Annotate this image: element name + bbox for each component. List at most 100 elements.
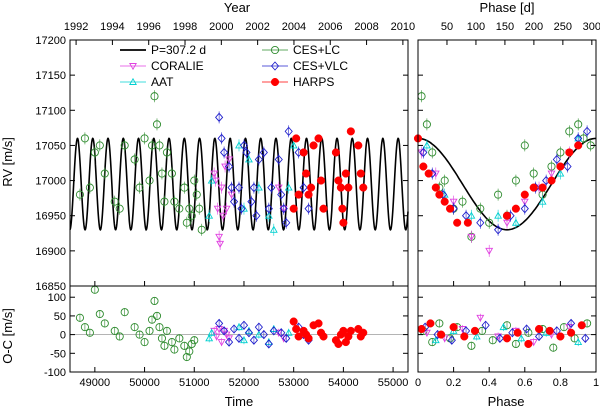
rv-phase-point-ces-lc bbox=[574, 120, 583, 129]
rv-time-series-aat bbox=[205, 139, 298, 236]
legend-label: CES+LC bbox=[293, 43, 340, 57]
phase-day-tick-label: 50 bbox=[441, 21, 453, 33]
legend-item-aat: AAT bbox=[120, 75, 174, 89]
phase-xtick-label: 0.8 bbox=[553, 377, 568, 389]
rv-phase-series-aat bbox=[422, 132, 583, 229]
rv-time-point-ces-vlc bbox=[274, 154, 283, 165]
legend: P=307.2 d CORALIE AAT CES+LC CES+VLC HARPS bbox=[120, 43, 348, 89]
rv-time-point-harps bbox=[341, 169, 350, 178]
oc-time-point-ces-vlc bbox=[219, 326, 229, 336]
rv-phase-point-harps bbox=[453, 218, 462, 227]
year-tick-label: 1992 bbox=[64, 21, 88, 33]
rv-time-point-ces-lc bbox=[187, 211, 196, 220]
oc-time-point-ces-lc bbox=[160, 341, 169, 350]
rv-time-point-harps bbox=[359, 183, 368, 192]
rv-time-point-ces-lc bbox=[175, 204, 184, 213]
oc-time-point-ces-lc bbox=[150, 296, 159, 306]
oc-phase-point-harps bbox=[460, 332, 469, 341]
rv-time-point-ces-vlc bbox=[237, 204, 246, 214]
oc-time-point-coralie bbox=[225, 335, 234, 343]
legend-label: HARPS bbox=[293, 75, 334, 89]
rv-time-point-ces-lc bbox=[190, 176, 199, 185]
rv-phase-point-ces-vlc bbox=[563, 161, 572, 172]
rv-time-point-ces-lc bbox=[197, 225, 206, 234]
rv-phase-point-ces-lc bbox=[476, 204, 485, 213]
time-xtick-label: 52000 bbox=[229, 377, 260, 389]
rv-phase-point-ces-lc bbox=[556, 148, 565, 157]
rv-phase-point-harps bbox=[565, 148, 574, 157]
xlabel-time: Time bbox=[225, 394, 253, 409]
year-tick-label: 2008 bbox=[354, 21, 378, 33]
oc-time-point-ces-lc bbox=[130, 323, 139, 332]
legend-swatch-marker bbox=[129, 77, 137, 85]
rv-time-point-ces-vlc bbox=[219, 147, 229, 158]
oc-phase-point-harps bbox=[577, 321, 586, 330]
rv-phase-point-coralie bbox=[467, 233, 476, 241]
rv-time-point-ces-lc bbox=[162, 148, 171, 157]
year-tick-label: 1998 bbox=[173, 21, 197, 33]
rv-phase-point-ces-lc bbox=[511, 176, 520, 185]
rv-time-point-harps bbox=[334, 176, 343, 185]
rv-time-point-aat bbox=[284, 183, 293, 191]
rv-phase-point-harps bbox=[574, 141, 583, 150]
legend-item-p-307-2-d: P=307.2 d bbox=[120, 43, 206, 57]
oc-time-frame bbox=[69, 285, 409, 373]
phase-xtick-label: 0 bbox=[415, 377, 421, 389]
rv-phase-point-ces-lc bbox=[520, 141, 529, 150]
oc-time-point-ces-vlc bbox=[239, 320, 249, 330]
oc-time-point-ces-lc bbox=[100, 319, 109, 328]
rv-phase-point-ces-lc bbox=[485, 218, 494, 227]
rv-time-point-ces-vlc bbox=[224, 161, 234, 172]
year-tick-label: 2002 bbox=[245, 21, 269, 33]
oc-phase-point-ces-vlc bbox=[495, 333, 504, 344]
oc-phase-point-harps bbox=[556, 332, 565, 341]
rv-time-point-ces-lc bbox=[192, 190, 201, 199]
rv-ytick-label: 17050 bbox=[35, 140, 66, 152]
rv-phase-point-ces-lc bbox=[565, 127, 574, 136]
rv-phase-point-coralie bbox=[485, 247, 494, 255]
rv-phase-point-harps bbox=[419, 162, 428, 171]
oc-phase-point-coralie bbox=[476, 314, 485, 322]
oc-time-point-ces-lc bbox=[85, 328, 94, 337]
rv-ytick-label: 17000 bbox=[35, 176, 66, 188]
year-tick-label: 2006 bbox=[318, 21, 342, 33]
oc-ytick-label: 50 bbox=[54, 311, 66, 323]
oc-phase-point-aat bbox=[499, 323, 508, 331]
oc-time-point-harps bbox=[359, 328, 368, 337]
rv-phase-point-ces-vlc bbox=[583, 126, 592, 137]
rv-time-point-aat bbox=[264, 211, 273, 219]
legend-swatch-marker bbox=[270, 77, 280, 87]
rv-time-point-harps bbox=[354, 141, 363, 150]
rv-time-point-ces-lc bbox=[185, 204, 194, 213]
oc-time-point-ces-vlc bbox=[244, 328, 254, 338]
oc-phase-point-ces-lc bbox=[435, 319, 444, 328]
rv-phase-point-ces-vlc bbox=[552, 154, 561, 165]
rv-time-point-ces-lc bbox=[100, 169, 109, 178]
rv-time-point-ces-lc bbox=[195, 204, 204, 213]
rv-time-point-harps bbox=[319, 204, 328, 213]
oc-time-point-ces-lc bbox=[167, 338, 176, 347]
rv-ytick-label: 17200 bbox=[35, 35, 66, 47]
legend-item-ces-lc: CES+LC bbox=[262, 43, 340, 57]
phase-day-tick-label: 200 bbox=[525, 21, 543, 33]
rv-time-point-ces-vlc bbox=[239, 140, 249, 151]
rv-phase-point-harps bbox=[511, 204, 520, 213]
oc-time-point-ces-vlc bbox=[264, 339, 273, 349]
rv-time-point-ces-vlc bbox=[279, 204, 288, 214]
rv-time-point-ces-vlc bbox=[217, 133, 226, 144]
oc-time-point-coralie bbox=[279, 335, 288, 343]
rv-time-point-harps bbox=[307, 183, 316, 192]
oc-phase-point-harps bbox=[567, 328, 576, 337]
rv-phase-point-coralie bbox=[547, 170, 556, 178]
rv-time-point-ces-lc bbox=[182, 218, 191, 227]
oc-phase-point-harps bbox=[437, 330, 446, 339]
oc-time-point-ces-lc bbox=[95, 309, 104, 319]
rv-time-point-coralie bbox=[215, 233, 224, 241]
oc-phase-point-aat bbox=[574, 337, 583, 346]
legend-item-ces-vlc: CES+VLC bbox=[262, 59, 348, 73]
rv-time-point-ces-lc bbox=[157, 169, 167, 178]
oc-time-point-harps bbox=[294, 332, 303, 341]
rv-time-point-harps bbox=[346, 127, 355, 136]
rv-time-point-ces-lc bbox=[135, 183, 144, 192]
rv-phase-point-harps bbox=[440, 197, 449, 206]
